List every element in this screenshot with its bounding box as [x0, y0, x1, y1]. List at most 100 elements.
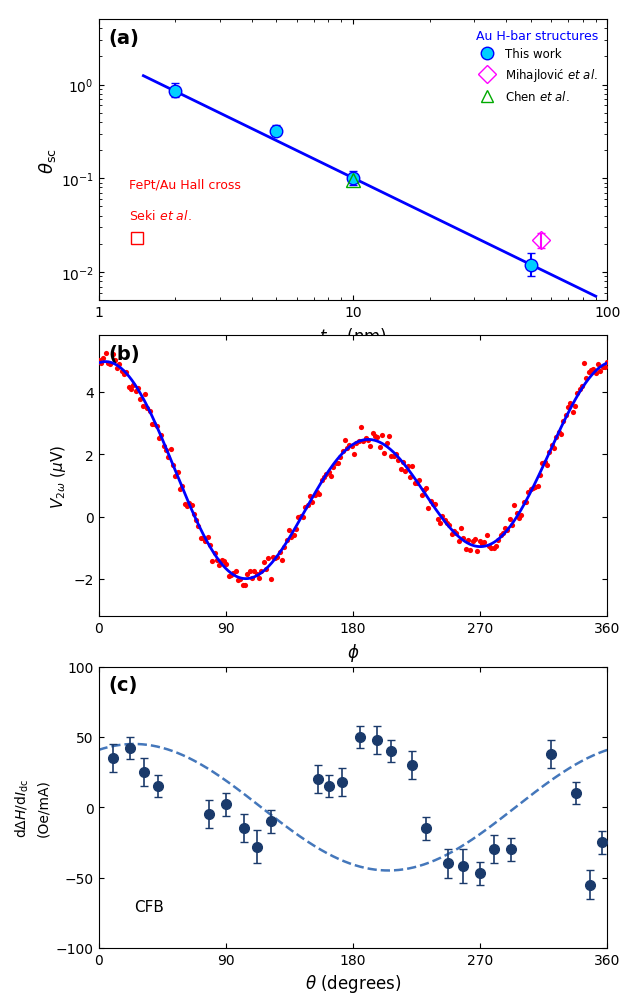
Point	[467, 534, 478, 550]
Point	[272, 550, 282, 566]
Text: (a): (a)	[109, 28, 140, 47]
Point	[161, 442, 171, 458]
Point	[135, 391, 146, 407]
Point	[119, 366, 129, 382]
Point	[539, 454, 550, 470]
Point	[432, 512, 443, 528]
Point	[525, 481, 536, 497]
Point	[198, 531, 208, 547]
Point	[177, 478, 188, 494]
Point	[186, 497, 197, 514]
Point	[431, 496, 441, 513]
Point	[265, 572, 275, 588]
Point	[317, 472, 327, 488]
Point	[411, 475, 422, 491]
Point	[407, 458, 417, 474]
Point	[242, 567, 252, 583]
Point	[549, 440, 559, 456]
Point	[421, 480, 431, 496]
Point	[200, 534, 211, 550]
Point	[565, 395, 576, 411]
Point	[338, 443, 348, 459]
Text: (c): (c)	[109, 675, 138, 694]
Point	[233, 572, 243, 588]
Point	[470, 532, 480, 548]
Point	[574, 382, 584, 398]
Point	[133, 380, 143, 396]
Point	[335, 449, 345, 465]
Point	[414, 472, 424, 488]
Point	[507, 518, 517, 534]
Point	[400, 464, 410, 480]
Point	[349, 447, 359, 463]
Point	[537, 455, 548, 471]
Point	[228, 566, 238, 582]
Point	[175, 481, 185, 497]
Point	[435, 516, 445, 532]
Point	[404, 469, 415, 485]
Point	[247, 571, 257, 587]
Point	[370, 428, 380, 444]
Text: Seki $\it{et\ al.}$: Seki $\it{et\ al.}$	[129, 209, 192, 223]
Point	[142, 400, 153, 416]
Point	[372, 429, 382, 445]
Point	[93, 353, 104, 369]
Point	[465, 543, 475, 559]
Point	[112, 360, 122, 376]
Point	[558, 413, 569, 429]
Point	[551, 429, 562, 445]
Point	[251, 566, 261, 582]
Point	[256, 564, 266, 580]
Point	[398, 454, 408, 470]
Point	[509, 497, 520, 514]
Point	[319, 469, 329, 485]
X-axis label: $t_{\mathrm{Au}}$ (nm): $t_{\mathrm{Au}}$ (nm)	[319, 325, 387, 346]
Point	[191, 513, 201, 529]
Point	[495, 528, 506, 544]
Point	[310, 487, 320, 504]
Point	[296, 509, 306, 525]
Point	[291, 522, 301, 538]
Point	[219, 554, 229, 570]
Point	[258, 555, 268, 571]
Point	[342, 440, 352, 456]
Point	[484, 539, 494, 555]
Point	[249, 564, 259, 580]
Point	[586, 363, 596, 379]
X-axis label: $\theta$ (degrees): $\theta$ (degrees)	[305, 972, 401, 994]
Point	[602, 355, 612, 371]
Point	[244, 563, 254, 579]
Point	[144, 403, 155, 419]
Point	[544, 444, 555, 460]
Point	[356, 419, 366, 435]
Point	[105, 356, 115, 372]
Point	[477, 537, 487, 553]
Point	[363, 432, 373, 448]
Point	[217, 553, 227, 569]
Point	[224, 569, 234, 585]
Point	[151, 418, 162, 434]
Point	[410, 475, 420, 491]
Text: FePt/Au Hall cross: FePt/Au Hall cross	[129, 179, 241, 192]
Point	[375, 439, 385, 455]
Point	[163, 449, 174, 465]
Point	[577, 378, 587, 394]
Point	[130, 384, 141, 400]
Point	[312, 484, 322, 500]
Point	[303, 497, 313, 514]
Point	[254, 571, 264, 587]
Point	[560, 407, 570, 423]
Point	[165, 441, 176, 457]
Point	[156, 427, 167, 443]
Point	[505, 512, 515, 528]
Point	[424, 500, 434, 517]
Point	[459, 531, 469, 547]
Point	[149, 416, 160, 432]
Legend: This work, Mihajlović $\it{et\ al.}$, Chen $\it{et\ al.}$: This work, Mihajlović $\it{et\ al.}$, Ch…	[472, 26, 602, 107]
Point	[438, 508, 448, 524]
Point	[351, 435, 361, 451]
Point	[354, 433, 364, 449]
Point	[279, 540, 289, 556]
Point	[298, 510, 308, 526]
Point	[286, 530, 296, 546]
